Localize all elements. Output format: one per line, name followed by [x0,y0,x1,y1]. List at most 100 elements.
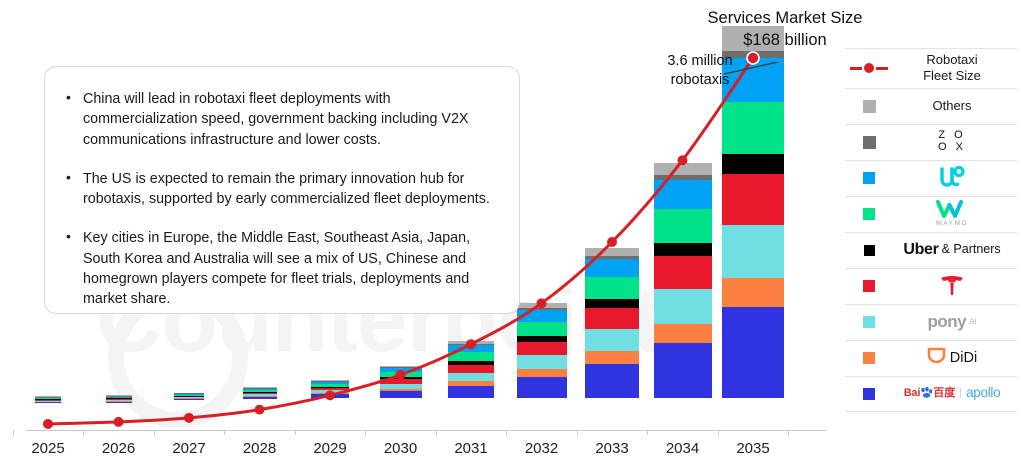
legend-key [845,172,893,184]
pony-wordmark: pony [927,312,967,332]
bar-segment-tesla [722,174,784,226]
pony-ai-logo-icon [863,316,875,328]
bar-segment-baidu-apollo [35,402,61,404]
line-marker-2027 [184,412,194,423]
square-swatch-icon [862,99,876,113]
bar-segment-baidu-apollo [653,342,712,398]
bar-segment-weride [448,344,494,353]
waymo-logo-icon [863,208,875,220]
insights-list: China will lead in robotaxi fleet deploy… [63,88,499,310]
line-dot-marker [864,63,874,74]
annotation-leader-line [724,62,778,75]
bar-segment-pony-ai [448,372,494,381]
bar-segment-weride [585,258,639,277]
legend-row-others[interactable]: Others [845,87,1017,124]
zoox-text-bottom: O X [938,141,966,153]
bar-segment-baidu-apollo [585,363,639,398]
uber-partners-text: & Partners [941,242,1001,257]
bar-2025 [35,396,61,404]
legend-key [845,280,893,292]
x-tick [12,430,14,435]
legend-row-robotaxi-fleet-size[interactable]: Robotaxi Fleet Size [845,48,1017,88]
legend-row-didi[interactable]: DiDi [845,339,1017,376]
bar-segment-tesla [448,364,494,373]
bar-segment-baidu-apollo [311,394,349,399]
bar-segment-waymo [448,352,494,361]
bar-2032 [516,303,567,398]
legend-row-tesla[interactable] [845,267,1017,304]
legend-label-baidu-apollo: Bai 百度 | apollo [893,385,1017,402]
bar-segment-baidu-apollo [242,396,277,399]
x-axis-label-2032: 2032 [524,440,559,457]
line-dash-left [850,67,862,70]
bar-segment-pony-ai [585,329,639,352]
zoox-text-top: Z O [938,129,966,142]
bar-2034 [653,163,712,398]
bar-segment-baidu-apollo [722,306,784,398]
weride-mark [893,165,1011,191]
line-marker-icon [850,62,888,74]
bar-segment-pony-ai [653,289,712,324]
pony-ai-suffix: .ai [967,316,977,327]
legend-row-weride[interactable] [845,159,1017,196]
legend-label-pony-ai: pony .ai [893,311,1017,332]
legend-row-uber-partners[interactable]: Uber & Partners [845,231,1017,268]
x-axis-label-2027: 2027 [172,440,206,457]
bar-segment-pony-ai [722,225,784,278]
bar-segment-didi [516,369,567,377]
x-axis-label-2031: 2031 [454,440,488,457]
line-marker-2026 [113,416,124,427]
legend-row-pony-ai[interactable]: pony .ai [845,303,1017,340]
x-axis-label-2033: 2033 [595,440,629,457]
bar-segment-baidu-apollo [105,401,132,403]
bar-segment-waymo [653,208,712,243]
waymo-wordmark: WAYMO [935,219,969,227]
legend-row-baidu-apollo[interactable]: Bai 百度 | apollo [845,375,1017,412]
brand-separator: | [959,386,963,399]
waymo-mark [893,199,1011,219]
waymo-stack: WAYMO [893,199,1011,228]
bar-segment-baidu-apollo [379,391,422,399]
bar-segment-baidu-apollo [448,385,494,398]
bar-segment-didi [653,323,712,343]
legend-label-weride [893,165,1017,191]
baidu-chinese-wordmark: 百度 [933,386,956,399]
legend-label-uber-partners: Uber & Partners [893,240,1017,260]
x-tick [153,430,155,435]
tesla-mark [893,275,1011,297]
x-axis-line [26,430,826,431]
bar-segment-uber-partners [585,298,639,309]
legend-label-waymo: WAYMO [893,199,1017,228]
uber-wordmark: Uber [903,241,939,258]
legend-key [845,208,893,220]
apollo-wordmark: apollo [966,385,1001,401]
line-dash-right [876,67,888,70]
x-axis-label-2028: 2028 [242,440,277,457]
bar-segment-others [585,247,639,256]
bar-segment-weride [516,309,567,322]
x-tick [435,430,437,435]
x-axis-label-2026: 2026 [101,440,136,457]
bar-segment-others [653,163,712,176]
x-tick [506,430,508,435]
legend-key [845,316,893,328]
bar-2031 [448,340,494,398]
didi-mark: DiDi [893,347,1011,368]
uber-logo-icon [863,244,875,256]
zoox-logo-icon [862,135,876,149]
bar-2028 [242,387,277,399]
bar-segment-baidu-apollo [174,399,204,401]
x-axis-label-2029: 2029 [313,440,347,457]
bar-2029 [311,379,349,399]
legend-row-waymo[interactable]: WAYMO [845,195,1017,232]
didi-logo-icon [863,352,875,364]
legend-text-line: Fleet Size [923,68,981,84]
bar-2033 [585,247,639,398]
bar-segment-waymo [585,276,639,299]
bar-segment-tesla [653,256,712,290]
legend-key [845,387,893,400]
legend-text-line: Robotaxi [926,52,978,67]
